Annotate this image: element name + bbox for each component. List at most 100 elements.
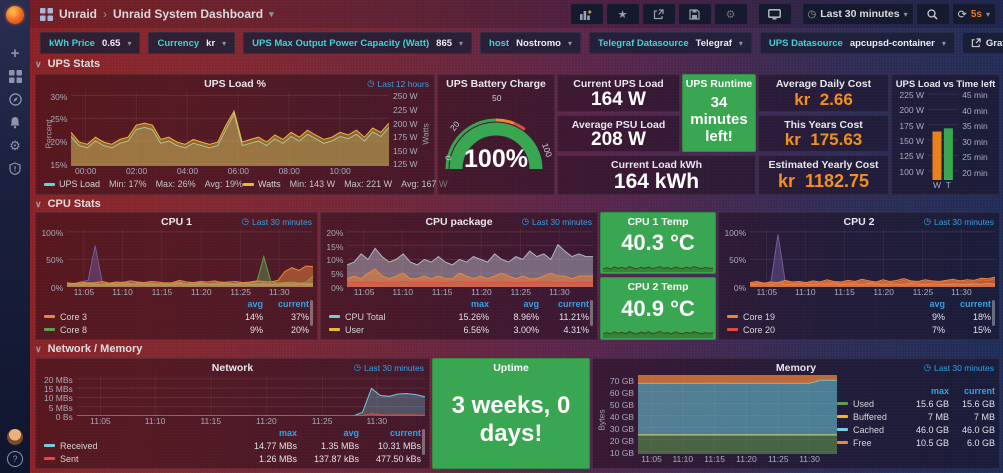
grafana-logo-icon[interactable] (6, 6, 24, 24)
legend-series-name[interactable]: Watts (257, 179, 281, 189)
star-button[interactable]: ★ (606, 4, 639, 24)
panel-title[interactable]: Current Load kWh (611, 159, 702, 171)
time-picker-button[interactable]: ◷ Last 30 minutes ▾ (802, 4, 913, 24)
variable-kwh-price[interactable]: kWh Price 0.65 ▾ (40, 32, 141, 54)
save-button[interactable] (678, 4, 711, 24)
legend-column-header[interactable]: max (278, 428, 297, 438)
legend-header: max avg current (44, 427, 421, 439)
variable-currency[interactable]: Currency kr ▾ (148, 32, 236, 54)
memory-chart[interactable]: 70 GB 60 GB 50 GB 40 GB 30 GB 20 GB 10 GB Bytes… (597, 375, 995, 465)
legend-column-header[interactable]: current (959, 299, 991, 309)
legend-column-header[interactable]: current (557, 299, 589, 309)
create-icon[interactable]: + (10, 45, 20, 62)
breadcrumb-section[interactable]: Unraid (59, 7, 98, 21)
alerting-bell-icon[interactable] (0, 113, 30, 132)
panel-title[interactable]: This Years Cost (784, 119, 863, 131)
legend-series-name[interactable]: Buffered (853, 411, 887, 422)
variable-ups-max-output[interactable]: UPS Max Output Power Capacity (Watt) 865 ▾ (243, 32, 473, 54)
chevron-down-icon[interactable]: ▾ (269, 8, 274, 19)
breadcrumb: Unraid › Unraid System Dashboard ▾ (40, 7, 274, 21)
legend-series-name[interactable]: Core 20 (743, 324, 776, 335)
legend-series-name[interactable]: User (345, 324, 365, 335)
legend-column-header[interactable]: avg (247, 299, 263, 309)
panel-title[interactable]: CPU 1 Temp (627, 216, 689, 228)
row-header-network-memory[interactable]: ∨ Network / Memory (35, 343, 142, 355)
legend-column-header[interactable]: avg (929, 299, 945, 309)
panel-title[interactable]: UPS Load % (204, 78, 266, 90)
panel-title[interactable]: CPU 2 (843, 216, 875, 228)
variable-host[interactable]: host Nostromo ▾ (480, 32, 581, 54)
legend-column-header[interactable]: avg (343, 428, 359, 438)
legend-series-name[interactable]: Core 3 (60, 311, 88, 322)
legend-series-name[interactable]: UPS Load (59, 179, 101, 189)
legend-column-header[interactable]: avg (523, 299, 539, 309)
plot-area[interactable] (638, 375, 837, 454)
settings-button[interactable]: ⚙ (714, 4, 747, 24)
panel-title[interactable]: Uptime (493, 362, 529, 374)
plot-area[interactable] (71, 91, 390, 166)
x-axis: 11:05 11:10 11:15 11:20 11:25 11:30 (638, 454, 831, 465)
legend-scrollbar[interactable] (310, 300, 313, 326)
legend-series-name[interactable]: Core 8 (60, 324, 88, 335)
user-avatar[interactable] (7, 429, 23, 445)
zoom-out-button[interactable] (916, 4, 949, 24)
add-panel-button[interactable] (570, 4, 603, 24)
variable-telegraf-datasource[interactable]: Telegraf Datasource Telegraf ▾ (589, 32, 752, 54)
server-admin-shield-icon[interactable] (0, 159, 30, 178)
cpu-package-chart[interactable]: 20% 15% 10% 5% 0% 11:05 11:10 11:15 11:20 11:25 11… (325, 228, 594, 336)
legend-column-header[interactable]: max (470, 299, 489, 309)
cpu2-chart[interactable]: 100% 50% 0% 11:05 11:10 11:15 11:20 11:25 11:30 a… (723, 228, 996, 336)
panel-title[interactable]: Average Daily Cost (775, 78, 872, 90)
variable-ups-datasource[interactable]: UPS Datasource apcupsd-container ▾ (759, 32, 955, 54)
legend-column-header[interactable]: current (963, 386, 995, 396)
explore-compass-icon[interactable] (0, 90, 30, 109)
share-button[interactable] (642, 4, 675, 24)
legend-series-name[interactable]: Sent (60, 453, 79, 464)
legend-series-name[interactable]: Received (60, 440, 98, 451)
legend-scrollbar[interactable] (992, 300, 995, 326)
panel-title[interactable]: Current UPS Load (573, 78, 664, 90)
panel-title[interactable]: CPU 2 Temp (627, 281, 689, 293)
x-tick: 11:10 (794, 287, 816, 297)
plot-area[interactable] (347, 229, 594, 287)
panel-title[interactable]: Estimated Yearly Cost (768, 159, 879, 171)
cpu1-chart[interactable]: 100% 50% 0% 11:05 11:10 11:15 11:20 11:25 11:30 a… (40, 228, 314, 336)
plot-area[interactable] (76, 375, 425, 416)
plot-area[interactable] (67, 229, 314, 287)
page-title[interactable]: Unraid System Dashboard (113, 7, 264, 21)
legend-column-header[interactable]: current (277, 299, 309, 309)
y-axis-right: 250 W 225 W 200 W 175 W 150 W 125 W Watts (389, 91, 430, 169)
row-header-cpu-stats[interactable]: ∨ CPU Stats (35, 198, 101, 210)
help-icon[interactable]: ? (7, 451, 23, 467)
panel-title[interactable]: UPS Load vs Time left (895, 78, 996, 90)
legend-series-name[interactable]: Used (853, 398, 875, 409)
tv-mode-button[interactable] (758, 4, 791, 24)
panel-title[interactable]: UPS Battery Charge (446, 78, 546, 90)
panel-title[interactable]: UPS Runtime (685, 78, 753, 90)
panel-title[interactable]: Average PSU Load (571, 119, 666, 131)
legend-column-header[interactable]: max (930, 386, 949, 396)
ups-load-chart[interactable]: 30% 25% 20% 15% Percent 250 W 225 W 200 W 175 W 1… (40, 91, 448, 191)
legend-scrollbar[interactable] (590, 300, 593, 326)
dashboards-icon[interactable] (0, 67, 30, 86)
row-header-ups-stats[interactable]: ∨ UPS Stats (35, 58, 100, 70)
panel-title[interactable]: CPU 1 (161, 216, 192, 228)
plot-area[interactable] (928, 91, 958, 180)
panel-title[interactable]: Network (211, 362, 254, 374)
panel-title[interactable]: Memory (775, 362, 817, 374)
legend-series-name[interactable]: CPU Total (345, 311, 386, 322)
refresh-button[interactable]: ⟳ 5s ▾ (952, 4, 995, 24)
link-grafana-plex-theme[interactable]: Grafana Plex Theme (962, 33, 1003, 53)
configuration-gear-icon[interactable]: ⚙ (9, 137, 21, 153)
ups-load-vs-time-chart[interactable]: 225 W 200 W 175 W 150 W 125 W 100 W 45 min 40 m… (896, 90, 995, 191)
plot-area[interactable] (750, 229, 996, 287)
network-chart[interactable]: 20 MBs 15 MBs 10 MBs 5 MBs 0 Bs 11:05 11:10 11:… (40, 375, 425, 465)
panel-title[interactable]: CPU package (425, 216, 493, 228)
legend-series-name[interactable]: Cached (853, 424, 885, 435)
legend-column-header[interactable]: current (389, 428, 421, 438)
battery-gauge[interactable]: 0 20 50 100 100% (442, 91, 554, 191)
legend-scrollbar[interactable] (422, 429, 425, 455)
legend-series-name[interactable]: Free (853, 437, 872, 448)
legend-series-name[interactable]: Core 19 (743, 311, 776, 322)
